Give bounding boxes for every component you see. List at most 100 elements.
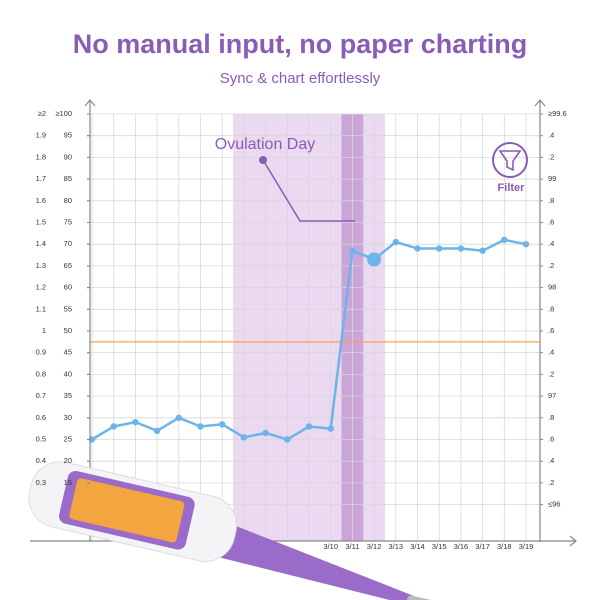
point — [367, 252, 382, 267]
y3ticks-label: 25 — [64, 434, 72, 443]
x-tick-label: 3/15 — [432, 542, 447, 551]
y3ticks-label: 85 — [64, 174, 72, 183]
y3ticks-label: ≥100 — [55, 109, 72, 118]
annotation-dot — [259, 156, 267, 164]
y2ticks-label: 97 — [548, 391, 556, 400]
point — [240, 434, 248, 441]
yticks-label: 0.9 — [36, 348, 46, 357]
y3ticks-label: 55 — [64, 304, 72, 313]
thermometer — [28, 461, 433, 600]
y2ticks-label: .6 — [548, 326, 554, 335]
point — [284, 436, 291, 443]
y3ticks-label: 30 — [64, 413, 72, 422]
y2ticks-label: .8 — [548, 413, 554, 422]
y3ticks-label: 95 — [64, 131, 72, 140]
filter-icon[interactable] — [492, 142, 528, 178]
point — [349, 247, 356, 254]
y2ticks-label: ≥99.6 — [548, 109, 567, 118]
y3ticks-label: 20 — [64, 456, 72, 465]
y2ticks-label: .6 — [548, 434, 554, 443]
y3ticks-label: 70 — [64, 239, 72, 248]
point — [327, 425, 334, 432]
thermometer-tip — [216, 521, 428, 600]
y3ticks-label: 50 — [64, 326, 72, 335]
filter-button[interactable]: Filter — [492, 142, 528, 194]
yticks-label: 1.1 — [36, 304, 46, 313]
point — [219, 421, 226, 428]
point — [414, 245, 421, 252]
yticks-label: 1.8 — [36, 152, 46, 161]
point — [153, 427, 161, 435]
y2ticks-label: 98 — [548, 283, 556, 292]
x-tick-label: 3/18 — [497, 542, 512, 551]
yticks-label: 0.5 — [36, 434, 46, 443]
y3ticks-label: 60 — [64, 283, 72, 292]
title: No manual input, no paper charting — [73, 29, 528, 59]
yticks-label: 1.4 — [36, 239, 46, 248]
yticks-label: 1.7 — [36, 174, 46, 183]
point — [479, 247, 486, 254]
yticks-label: 0.8 — [36, 369, 46, 378]
yticks-label: ≥2 — [38, 109, 46, 118]
y2ticks-label: .2 — [548, 261, 554, 270]
y2ticks-label: .2 — [548, 369, 554, 378]
point — [197, 423, 204, 430]
y3ticks-label: 75 — [64, 217, 72, 226]
point — [132, 418, 139, 426]
y2ticks-label: .4 — [548, 348, 554, 357]
subtitle: Sync & chart effortlessly — [220, 70, 381, 87]
x-tick-label: 3/10 — [323, 542, 338, 551]
filter-label[interactable]: Filter — [498, 182, 526, 194]
arrow — [84, 99, 96, 107]
marks: Ovulation Day — [88, 136, 540, 443]
yticks-label: 1.2 — [36, 283, 46, 292]
y3ticks-label: 40 — [64, 369, 72, 378]
point — [457, 245, 465, 252]
x-tick-label: 3/16 — [454, 542, 469, 551]
annotation-line — [262, 159, 355, 222]
y3ticks-label: 80 — [64, 196, 72, 205]
point — [305, 423, 313, 430]
yticks-label: 1.6 — [36, 196, 46, 205]
yticks-label: 1.9 — [36, 131, 46, 140]
y2ticks-label: .6 — [548, 217, 554, 226]
point — [501, 236, 508, 244]
y2ticks-label: .4 — [548, 239, 554, 248]
point — [522, 241, 530, 248]
y2ticks-label: 99 — [548, 174, 556, 183]
yticks-label: 1.5 — [36, 217, 46, 226]
funnel — [498, 150, 522, 172]
y2ticks-label: .4 — [548, 131, 554, 140]
yticks-label: 0.4 — [36, 456, 46, 465]
yticks-label: 1.3 — [36, 261, 46, 270]
display — [69, 478, 185, 543]
x-tick-label: 3/11 — [345, 542, 359, 551]
arrow — [534, 99, 546, 107]
yticks-label: 0.7 — [36, 391, 46, 400]
grid — [90, 113, 540, 541]
y3ticks-label: 35 — [64, 391, 72, 400]
y2ticks-label: ≤96 — [548, 500, 560, 509]
y2ticks-label: .4 — [548, 456, 554, 465]
y2ticks-label: .8 — [548, 196, 554, 205]
point — [262, 429, 269, 437]
yticks-label: 0.6 — [36, 413, 46, 422]
probe — [406, 595, 433, 600]
x-tick-label: 3/12 — [367, 542, 382, 551]
y3ticks-label: 90 — [64, 152, 72, 161]
x-tick-label: 3/13 — [388, 542, 403, 551]
y2ticks-label: .8 — [548, 304, 554, 313]
yticks-label: 0.3 — [36, 478, 46, 487]
y3ticks-label: 15 — [64, 478, 72, 487]
y3ticks-label: 65 — [64, 261, 72, 270]
point — [436, 245, 443, 252]
point — [175, 414, 182, 421]
x-tick-label: 3/19 — [519, 542, 534, 551]
point — [110, 423, 117, 430]
y2ticks-label: .2 — [548, 478, 554, 487]
annotation: Ovulation Day — [215, 136, 316, 153]
x-tick-label: 3/17 — [475, 542, 490, 551]
arrow — [569, 535, 577, 547]
yticks-label: 1 — [42, 326, 46, 335]
